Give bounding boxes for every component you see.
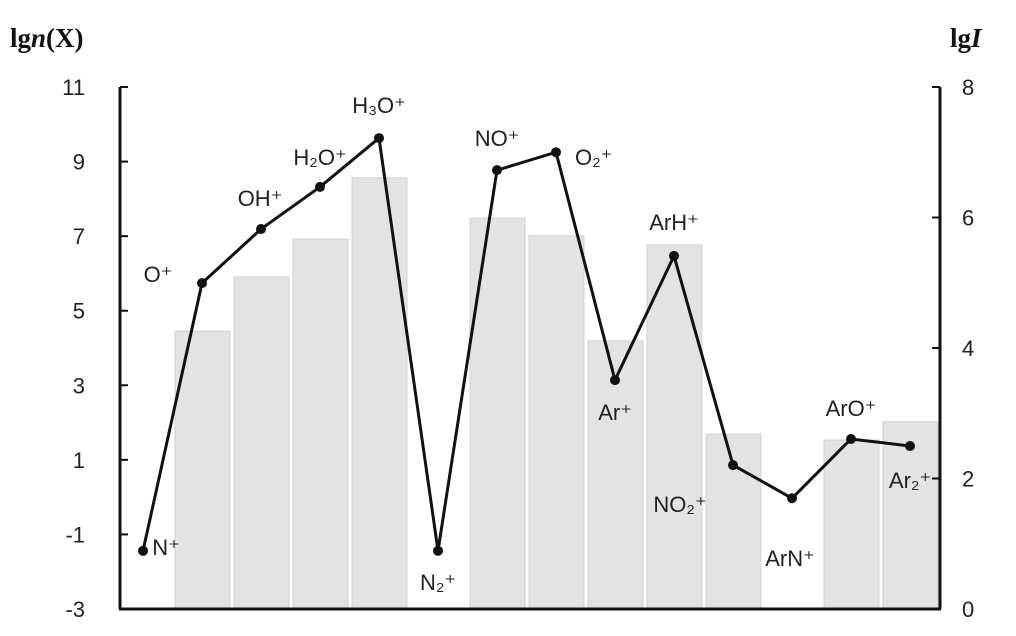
bar <box>292 238 349 610</box>
left-tick-label: -3 <box>65 597 85 622</box>
point-label: N₂⁺ <box>420 570 456 595</box>
point-label: ArN⁺ <box>765 546 815 571</box>
line-point <box>728 460 738 471</box>
bar <box>882 421 939 610</box>
right-tick-label: 6 <box>962 206 974 231</box>
point-label: N⁺ <box>152 535 180 560</box>
line-point <box>551 147 561 158</box>
right-tick-label: 4 <box>962 336 974 361</box>
line-point <box>138 545 148 556</box>
line-point <box>787 493 797 504</box>
bars <box>174 177 939 610</box>
right-tick-label: 0 <box>962 597 974 622</box>
bar <box>174 330 231 610</box>
bar <box>469 217 526 610</box>
line-point <box>433 545 443 556</box>
line-point <box>610 375 620 386</box>
point-label: O₂⁺ <box>575 145 612 170</box>
left-tick-label: 9 <box>73 150 85 175</box>
point-label: H₂O⁺ <box>293 145 346 170</box>
bar <box>587 340 644 610</box>
point-label: Ar⁺ <box>598 400 632 425</box>
right-tick-label: 8 <box>962 75 974 100</box>
point-label: O⁺ <box>144 262 173 287</box>
point-label: Ar₂⁺ <box>889 468 931 493</box>
right-tick-label: 2 <box>962 467 974 492</box>
point-label: NO⁺ <box>475 126 520 151</box>
point-label: H₃O⁺ <box>352 93 406 118</box>
left-ticks: -3 -1 1 3 5 7 9 11 <box>62 75 128 622</box>
point-label: ArO⁺ <box>826 396 877 421</box>
left-tick-label: 1 <box>73 448 85 473</box>
line-point <box>492 165 502 176</box>
bar <box>528 235 585 610</box>
line-point <box>846 433 856 444</box>
line-series <box>138 133 915 556</box>
line-point <box>256 224 266 235</box>
right-axis-title: lgI <box>950 23 983 53</box>
line-point <box>197 278 207 289</box>
left-tick-label: 11 <box>62 75 85 100</box>
line-point <box>669 250 679 261</box>
point-label: OH⁺ <box>238 186 283 211</box>
line-point <box>315 181 325 192</box>
left-tick-label: 7 <box>73 224 85 249</box>
point-label: NO₂⁺ <box>653 492 706 517</box>
point-label: ArH⁺ <box>649 210 699 235</box>
line-point <box>374 133 384 144</box>
left-axis-title: lgn(X) <box>10 23 84 53</box>
right-ticks: 0 2 4 6 8 <box>932 75 974 622</box>
line-point <box>905 441 915 452</box>
left-tick-label: -1 <box>65 522 85 547</box>
left-tick-label: 3 <box>73 373 85 398</box>
bar <box>351 177 408 610</box>
bar <box>646 244 703 610</box>
bar <box>823 439 880 610</box>
line-path <box>141 136 911 553</box>
point-labels: N⁺ O⁺ OH⁺ H₂O⁺ H₃O⁺ N₂⁺ NO⁺ O₂⁺ Ar⁺ ArH⁺ NO₂⁺ ArN⁺ A… <box>144 93 931 595</box>
bar <box>233 276 290 610</box>
left-tick-label: 5 <box>73 299 85 324</box>
